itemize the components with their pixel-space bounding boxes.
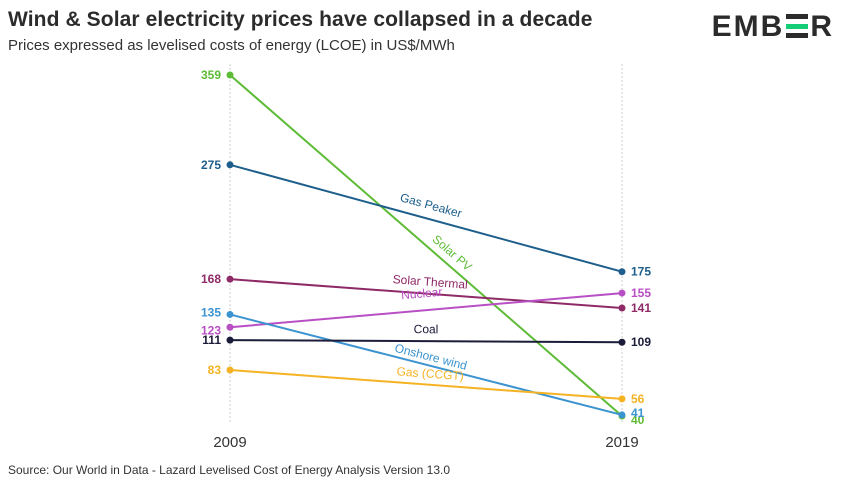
point-2009-gas-peaker	[226, 161, 234, 169]
point-2019-onshore-wind	[618, 411, 626, 419]
point-2009-solar-thermal	[226, 275, 234, 283]
series-line-gas-ccgt	[229, 369, 623, 400]
point-2009-solar-pv	[226, 71, 234, 79]
point-2019-coal	[618, 338, 626, 346]
series-line-nuclear	[229, 292, 623, 329]
series-line-gas-peaker	[229, 163, 623, 273]
point-2009-gas-ccgt	[226, 366, 234, 374]
x-tick-label-2009: 2009	[213, 434, 246, 451]
logo-text-right: R	[810, 10, 834, 43]
point-2019-gas-peaker	[618, 268, 626, 276]
value-label-2009-gas-ccgt: 83	[208, 363, 222, 377]
point-2009-coal	[226, 336, 234, 344]
source-note: Source: Our World in Data - Lazard Level…	[8, 463, 451, 477]
point-2019-solar-thermal	[618, 304, 626, 312]
value-label-2009-coal: 111	[202, 333, 221, 347]
value-label-2009-solar-pv: 359	[201, 68, 221, 82]
value-label-2019-gas-ccgt: 56	[631, 392, 645, 406]
point-2019-nuclear	[618, 289, 626, 297]
value-label-2019-coal: 109	[631, 335, 651, 349]
point-2009-onshore-wind	[226, 310, 234, 318]
value-label-2009-nuclear: 123	[201, 323, 221, 337]
value-label-2009-solar-thermal: 168	[201, 272, 221, 286]
x-tick-label-2019: 2019	[605, 434, 638, 451]
series-name-gas-peaker: Gas Peaker	[399, 190, 464, 220]
value-label-2019-gas-peaker: 175	[631, 265, 651, 279]
series-line-solar-thermal	[229, 278, 623, 310]
series-name-nuclear: Nuclear	[401, 285, 443, 303]
value-label-2009-onshore-wind: 135	[201, 305, 221, 319]
series-name-solar-thermal: Solar Thermal	[392, 272, 468, 291]
chart-subtitle: Prices expressed as levelised costs of e…	[8, 37, 455, 54]
series-line-solar-pv	[229, 74, 623, 417]
value-label-2019-solar-thermal: 141	[631, 301, 651, 315]
series-line-coal	[229, 339, 623, 344]
chart-title: Wind & Solar electricity prices have col…	[8, 8, 593, 31]
logo-text-left: EMB	[711, 10, 785, 43]
series-name-coal: Coal	[414, 322, 439, 336]
value-label-2019-nuclear: 155	[631, 286, 651, 300]
logo-e-icon	[786, 14, 809, 38]
value-label-2019-onshore-wind: 41	[631, 406, 645, 420]
value-label-2019-solar-pv: 40	[631, 413, 645, 427]
value-label-2009-gas-peaker: 275	[201, 158, 221, 172]
series-line-onshore-wind	[229, 313, 623, 416]
ember-logo: EMB R	[712, 10, 834, 44]
point-2009-nuclear	[226, 323, 234, 331]
point-2019-gas-ccgt	[618, 395, 626, 403]
series-name-gas-ccgt: Gas (CCGT)	[396, 364, 464, 383]
